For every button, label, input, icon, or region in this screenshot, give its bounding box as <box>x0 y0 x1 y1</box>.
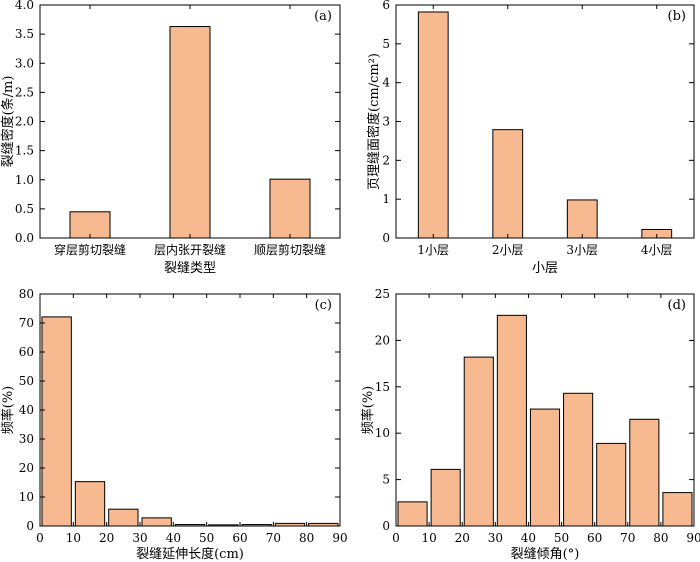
x-tick-label: 60 <box>232 531 247 545</box>
plot-frame <box>39 4 341 239</box>
x-tick-label: 穿层剪切裂缝 <box>54 242 126 257</box>
y-tick-label: 3.5 <box>15 27 34 41</box>
bar <box>430 468 461 527</box>
x-axis-label: 裂缝延伸长度(cm) <box>136 546 244 562</box>
bar <box>496 314 527 527</box>
bar <box>108 508 139 527</box>
panel-label: (a) <box>314 9 332 24</box>
y-tick-label: 2.5 <box>15 85 34 99</box>
y-tick-label: 10 <box>375 426 390 440</box>
plot-frame <box>395 4 695 239</box>
x-tick-label: 40 <box>521 531 536 545</box>
x-tick-label: 1小层 <box>417 243 449 257</box>
y-tick-label: 50 <box>19 374 34 388</box>
chart-panel: 0 10 20 30 40 50 60 70 80 90 0 5 10 15 20 25 (d) 裂缝倾角(°) 频… <box>360 287 700 562</box>
y-axis-label: 频率(%) <box>0 386 16 435</box>
y-tick-label: 60 <box>19 345 34 359</box>
chart-panel: 1小层 2小层 3小层 4小层 0 1 2 3 4 5 6 (b) 小层 页理缝面密度(cm/cm²) <box>366 0 695 276</box>
bar <box>74 481 106 527</box>
x-tick-label: 50 <box>554 531 569 545</box>
x-axis-label: 小层 <box>532 261 558 276</box>
x-axis-label: 裂缝倾角(°) <box>511 547 580 562</box>
x-tick-label: 80 <box>299 531 314 545</box>
bar <box>41 316 72 527</box>
bar <box>529 408 561 527</box>
x-tick-label: 40 <box>166 531 181 545</box>
y-tick-label: 2 <box>382 153 390 167</box>
x-tick-label: 2小层 <box>492 243 524 257</box>
y-tick-label: 5 <box>382 37 390 51</box>
panel-label: (c) <box>315 298 332 313</box>
y-tick-label: 20 <box>375 333 390 347</box>
y-axis-label: 页理缝面密度(cm/cm²) <box>366 53 382 190</box>
y-tick-label: 10 <box>19 490 34 504</box>
y-tick-label: 15 <box>375 380 390 394</box>
bar <box>141 517 172 527</box>
x-tick-label: 0 <box>392 531 400 545</box>
x-tick-label: 70 <box>620 531 635 545</box>
x-tick-label: 30 <box>488 531 503 545</box>
y-tick-label: 6 <box>382 0 390 12</box>
x-axis-label: 裂缝类型 <box>164 261 216 276</box>
bar <box>629 418 660 527</box>
bar <box>169 26 211 239</box>
x-tick-label: 90 <box>332 531 347 545</box>
x-tick-label: 20 <box>99 531 114 545</box>
y-tick-label: 40 <box>19 403 34 417</box>
y-axis-label: 裂缝密度(条/m) <box>0 76 16 168</box>
bar <box>563 392 594 527</box>
x-tick-label: 30 <box>132 531 147 545</box>
x-tick-label: 90 <box>686 531 700 545</box>
plot-frame <box>39 293 341 527</box>
x-tick-label: 70 <box>266 531 281 545</box>
bar <box>417 11 449 239</box>
x-tick-label: 10 <box>66 531 81 545</box>
y-tick-label: 4 <box>382 76 390 90</box>
y-tick-label: 0 <box>26 519 34 533</box>
y-tick-label: 25 <box>375 287 390 301</box>
y-tick-label: 20 <box>19 461 34 475</box>
bar <box>269 178 311 239</box>
y-tick-label: 2.0 <box>15 115 34 129</box>
x-tick-label: 顺层剪切裂缝 <box>254 242 326 257</box>
bar <box>397 501 428 527</box>
bar <box>662 492 693 527</box>
x-tick-label: 80 <box>653 531 668 545</box>
panel-label: (b) <box>668 9 686 24</box>
y-tick-label: 30 <box>19 432 34 446</box>
chart-panel: 0 10 20 30 40 50 60 70 80 90 0 10 20 30 40 50 60 70 80 (c) 裂… <box>0 287 348 562</box>
y-tick-label: 1.5 <box>15 144 34 158</box>
x-tick-label: 20 <box>455 531 470 545</box>
y-tick-label: 1.0 <box>15 173 34 187</box>
bar <box>492 129 524 239</box>
y-axis-label: 频率(%) <box>360 386 376 435</box>
y-tick-label: 1 <box>382 192 390 206</box>
panel-label: (d) <box>668 298 686 313</box>
bar <box>463 356 494 527</box>
x-tick-label: 层内张开裂缝 <box>154 242 226 257</box>
y-tick-label: 5 <box>382 473 390 487</box>
y-tick-label: 80 <box>19 287 34 301</box>
x-tick-label: 60 <box>587 531 602 545</box>
bar <box>69 211 111 239</box>
y-tick-label: 0 <box>382 231 390 245</box>
y-tick-label: 0 <box>382 519 390 533</box>
x-tick-label: 50 <box>199 531 214 545</box>
x-tick-label: 0 <box>36 531 44 545</box>
y-tick-label: 0.0 <box>15 231 34 245</box>
x-tick-label: 10 <box>421 531 436 545</box>
plot-frame <box>395 293 695 527</box>
bar <box>596 442 627 527</box>
y-tick-label: 0.5 <box>15 202 34 216</box>
y-tick-label: 4.0 <box>15 0 34 12</box>
bar <box>566 199 598 239</box>
x-tick-label: 3小层 <box>566 243 598 257</box>
x-tick-label: 4小层 <box>641 243 673 257</box>
y-tick-label: 70 <box>19 316 34 330</box>
chart-panel: 穿层剪切裂缝 层内张开裂缝 顺层剪切裂缝 0.0 0.5 1.0 1.5 2.0 2.5 3.0 3… <box>0 0 341 276</box>
y-tick-label: 3 <box>382 115 390 129</box>
y-tick-label: 3.0 <box>15 56 34 70</box>
